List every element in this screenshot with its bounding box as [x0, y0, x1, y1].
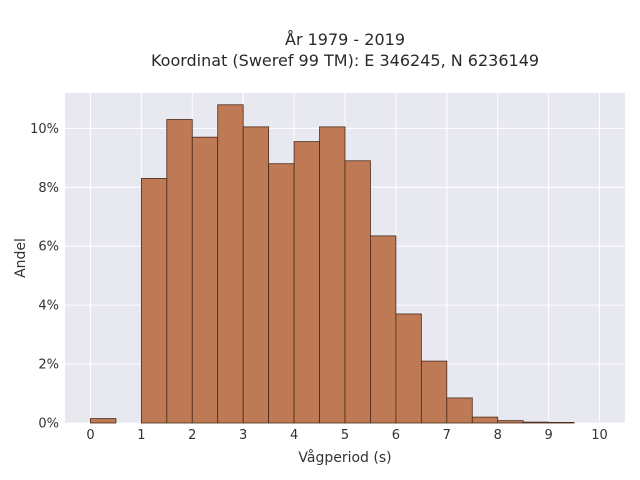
histogram-bar: [166, 119, 193, 424]
x-tick-label: 4: [290, 428, 298, 443]
histogram-bar: [90, 418, 117, 424]
y-axis-ticks: 0% 2% 4% 6% 8% 10%: [30, 122, 59, 432]
histogram-bar: [522, 421, 550, 424]
y-tick-label: 10%: [30, 122, 59, 137]
histogram-bar: [497, 420, 524, 424]
histogram-bar: [344, 160, 371, 424]
x-tick-label: 0: [86, 428, 94, 443]
x-tick-label: 8: [494, 428, 502, 443]
y-tick-label: 6%: [38, 240, 59, 255]
x-tick-label: 2: [188, 428, 196, 443]
chart-title-line2: Koordinat (Sweref 99 TM): E 346245, N 62…: [151, 51, 539, 70]
y-tick-label: 0%: [38, 417, 59, 432]
x-tick-label: 5: [341, 428, 349, 443]
x-tick-label: 7: [443, 428, 451, 443]
histogram-bar: [548, 422, 575, 424]
histogram-bar: [191, 136, 219, 424]
x-axis-label: Vågperiod (s): [298, 449, 391, 466]
bars: [90, 104, 575, 424]
histogram-bar: [217, 104, 244, 424]
histogram-bar: [471, 416, 499, 424]
histogram-bar: [140, 178, 168, 424]
y-tick-label: 4%: [38, 299, 59, 314]
x-tick-label: 10: [591, 428, 608, 443]
x-tick-label: 3: [239, 428, 247, 443]
y-tick-label: 2%: [38, 358, 59, 373]
x-tick-label: 6: [392, 428, 400, 443]
x-tick-label: 1: [137, 428, 145, 443]
x-axis-ticks: 0 1 2 3 4 5 6 7 8 9 10: [86, 428, 608, 443]
y-axis-label: Andel: [13, 238, 29, 278]
chart-title-line1: År 1979 - 2019: [285, 30, 405, 49]
histogram-bar: [293, 141, 320, 424]
y-tick-label: 8%: [38, 181, 59, 196]
histogram-bar: [370, 235, 397, 424]
histogram-bar: [420, 360, 448, 424]
histogram-bar: [446, 397, 473, 424]
x-tick-label: 9: [544, 428, 552, 443]
histogram-bar: [242, 126, 270, 424]
histogram-bar: [395, 313, 422, 424]
histogram-bar: [268, 163, 295, 424]
histogram-bar: [319, 126, 346, 424]
